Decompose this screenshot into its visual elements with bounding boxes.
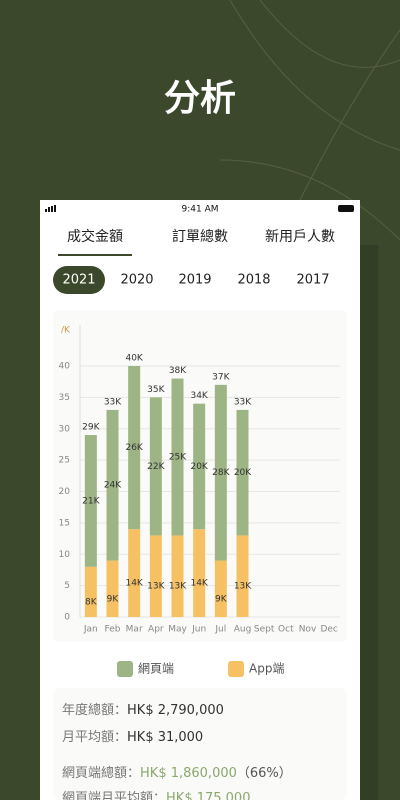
total-label: 37K <box>212 372 230 382</box>
bar-segment <box>84 435 97 567</box>
x-tick-label: Jun <box>191 625 206 635</box>
y-tick-label: 10 <box>59 550 71 560</box>
y-tick-label: 25 <box>59 456 70 466</box>
bar-segment <box>236 409 249 536</box>
summary-value: HK$ 31,000 <box>127 730 203 745</box>
bar-segment <box>128 529 141 617</box>
summary-row: 年度總額：HK$ 2,790,000 <box>62 702 224 718</box>
x-tick-label: Jan <box>83 625 98 635</box>
value-label: 25K <box>169 452 187 462</box>
x-tick-label: Mar <box>126 625 143 635</box>
x-tick-label: Dec <box>320 625 337 635</box>
y-tick-label: 15 <box>59 518 70 528</box>
summary-row: 網頁端月平均額：HK$ 175,000 <box>62 791 250 800</box>
year[interactable]: 2021 <box>62 273 95 288</box>
value-label: 20K <box>190 462 208 472</box>
bar-segment <box>214 384 227 561</box>
total-label: 40K <box>125 354 143 364</box>
x-tick-label: Jul <box>214 625 226 635</box>
total-label: 35K <box>147 385 165 395</box>
y-tick-label: 0 <box>64 613 70 623</box>
summary-note: （66%） <box>237 766 292 781</box>
bar-segment <box>128 366 141 530</box>
legend-swatch <box>117 661 133 677</box>
bar-segment <box>214 560 227 617</box>
bar-segment <box>236 535 249 617</box>
bar-segment <box>106 409 119 561</box>
x-tick-label: May <box>168 625 187 635</box>
legend-label: App端 <box>249 662 284 676</box>
x-tick-label: Apr <box>148 625 164 635</box>
total-label: 33K <box>104 397 122 407</box>
bar-segment <box>193 529 206 617</box>
globe-decoration <box>219 0 400 241</box>
summary-value: HK$ 1,860,000 <box>140 766 237 781</box>
summary-value: HK$ 175,000 <box>166 791 250 800</box>
value-label: 24K <box>104 481 122 491</box>
summary-panel <box>53 688 347 800</box>
y-tick-label: 30 <box>59 424 71 434</box>
summary-row: 網頁端總額：HK$ 1,860,000（66%） <box>62 765 292 781</box>
bar-segment <box>171 378 184 536</box>
bar-segment <box>106 560 119 617</box>
total-label: 33K <box>234 397 252 407</box>
bar-segment <box>149 397 162 536</box>
value-label: 9K <box>215 594 228 604</box>
summary-label: 網頁端月平均額： <box>62 791 166 800</box>
x-tick-label: Aug <box>234 625 252 635</box>
value-label: 14K <box>190 579 208 589</box>
tab[interactable]: 成交金額 <box>67 228 123 245</box>
year[interactable]: 2020 <box>120 273 153 288</box>
legend-label: 網頁端 <box>138 662 174 676</box>
value-label: 22K <box>147 462 165 472</box>
value-label: 14K <box>125 579 143 589</box>
year[interactable]: 2019 <box>178 273 211 288</box>
y-tick-label: 40 <box>59 362 71 372</box>
year-pill <box>53 266 105 294</box>
value-label: 20K <box>234 468 252 478</box>
battery-icon <box>338 205 354 212</box>
value-label: 26K <box>125 443 143 453</box>
bar-segment <box>193 403 206 530</box>
y-unit: /K <box>61 326 71 336</box>
summary-value: HK$ 2,790,000 <box>127 703 224 718</box>
tab[interactable]: 訂單總數 <box>172 228 228 245</box>
x-tick-label: Nov <box>299 625 317 635</box>
year[interactable]: 2017 <box>296 273 329 288</box>
total-label: 29K <box>82 423 100 433</box>
x-tick-label: Oct <box>278 625 294 635</box>
value-label: 13K <box>169 582 187 592</box>
legend-swatch <box>228 661 244 677</box>
page-title: 分析 <box>164 78 236 119</box>
tab[interactable]: 新用戶人數 <box>265 229 335 245</box>
total-label: 34K <box>190 391 208 401</box>
side-strip <box>360 245 378 800</box>
signal-icon <box>45 205 56 212</box>
y-tick-label: 20 <box>59 487 71 497</box>
bar-segment <box>171 535 184 617</box>
value-label: 13K <box>147 582 165 592</box>
y-tick-label: 5 <box>64 581 70 591</box>
x-tick-label: Sept <box>254 625 275 635</box>
value-label: 28K <box>212 468 230 478</box>
summary-row: 月平均額：HK$ 31,000 <box>62 730 203 745</box>
year[interactable]: 2018 <box>237 273 270 288</box>
bar-segment <box>84 566 97 617</box>
summary-label: 月平均額： <box>62 730 127 745</box>
value-label: 8K <box>85 597 98 607</box>
summary-label: 年度總額： <box>62 702 127 718</box>
value-label: 13K <box>234 582 252 592</box>
status-time: 9:41 AM <box>182 205 219 215</box>
total-label: 38K <box>169 366 187 376</box>
tab-underline <box>58 254 132 256</box>
x-tick-label: Feb <box>105 625 121 635</box>
bar-segment <box>149 535 162 617</box>
value-label: 21K <box>82 496 100 506</box>
summary-label: 網頁端總額： <box>62 765 140 781</box>
y-tick-label: 35 <box>59 393 70 403</box>
value-label: 9K <box>107 594 120 604</box>
